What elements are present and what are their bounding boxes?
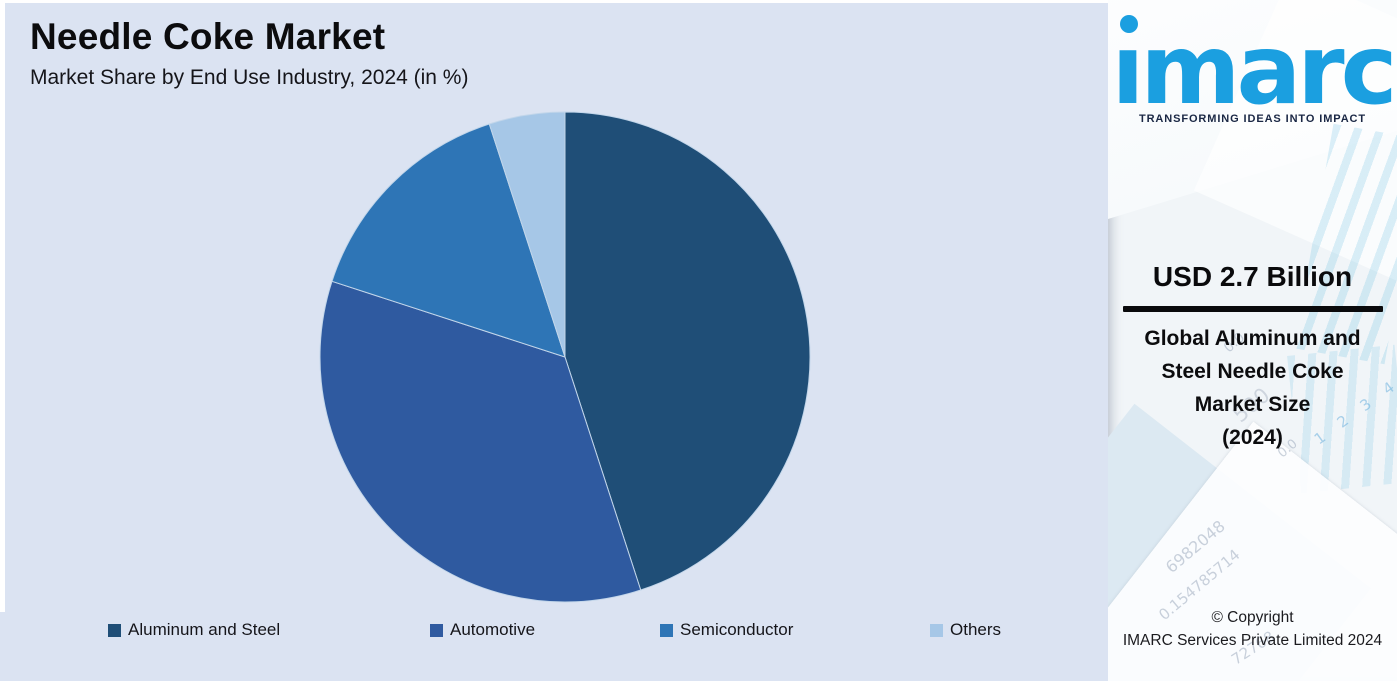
logo-wordmark: ımarc [1111,14,1397,126]
divider-rule [1123,306,1383,312]
legend-label: Aluminum and Steel [128,620,281,639]
imarc-logo: ımarc TRANSFORMING IDEAS INTO IMPACT [1108,0,1397,140]
page-edge [0,0,5,612]
legend-item: Automotive [430,620,535,640]
legend-item: Others [930,620,1001,640]
market-size-line: Market Size [1194,393,1311,416]
legend-item: Aluminum and Steel [108,620,280,640]
copyright: © Copyright IMARC Services Private Limit… [1108,606,1397,652]
chart-panel: Needle Coke Market Market Share by End U… [0,0,1108,681]
market-value: USD 2.7 Billion [1152,261,1353,292]
pie-chart [315,107,815,607]
legend-item: Semiconductor [660,620,793,640]
page-edge [0,0,1108,3]
legend-swatch [660,623,673,637]
legend-swatch [430,623,443,637]
pie-slice-semiconductor [331,123,566,358]
logo-dot-icon [1120,15,1138,33]
pie-chart-svg [319,111,811,603]
market-size-line: (2024) [1222,426,1283,449]
market-size-line: Steel Needle Coke [1161,360,1344,383]
logo-tagline: TRANSFORMING IDEAS INTO IMPACT [1138,113,1367,125]
copyright-line: © Copyright [1211,609,1294,626]
pie-slice-aluminum-and-steel [564,111,811,591]
market-size-line: Global Aluminum and [1144,327,1361,350]
chart-title: Needle Coke Market [30,16,386,57]
legend-swatch [930,623,943,637]
chart-subtitle: Market Share by End Use Industry, 2024 (… [30,66,469,89]
legend-label: Others [950,620,1002,639]
market-size-label: Global Aluminum and Steel Needle Coke Mark… [1108,322,1397,454]
legend-label: Automotive [450,620,536,639]
copyright-line: IMARC Services Private Limited 2024 [1122,632,1383,649]
legend-swatch [108,623,121,637]
legend-label: Semiconductor [680,620,794,639]
pie-slice-automotive [319,280,642,603]
sidebar-panel: 0.0 500 0.0 1 2 3 4 6982048 0.154785714 72768 … [1108,0,1397,681]
pie-slice-others [488,111,566,358]
